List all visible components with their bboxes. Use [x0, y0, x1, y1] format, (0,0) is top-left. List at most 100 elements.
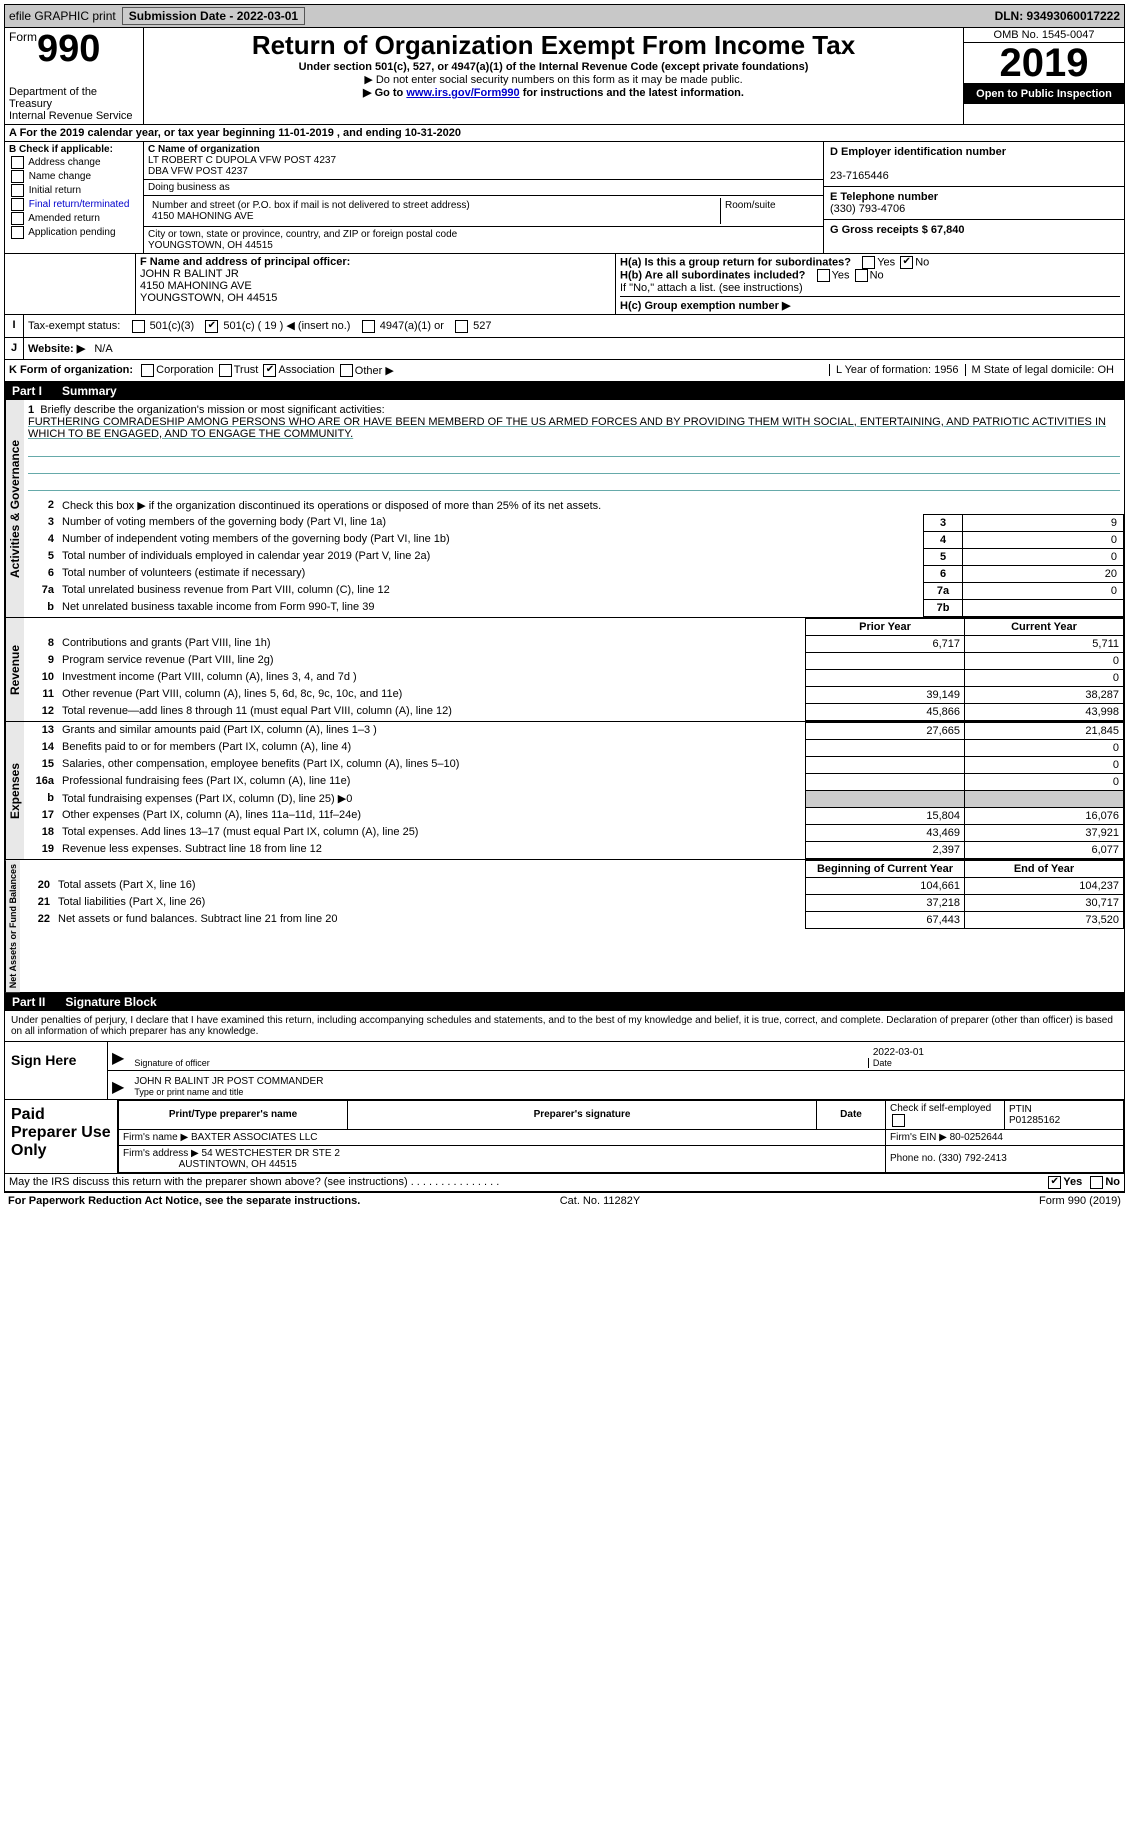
line-num: 20	[20, 877, 54, 894]
line-text: Total fundraising expenses (Part IX, col…	[58, 790, 806, 807]
goto-row: ▶ Go to www.irs.gov/Form990 for instruct…	[146, 86, 961, 99]
discuss-row: May the IRS discuss this return with the…	[5, 1173, 1124, 1191]
prior-year-val	[806, 773, 965, 790]
goto-post: for instructions and the latest informat…	[520, 87, 744, 99]
line-num: 16a	[24, 773, 58, 790]
line-num: 5	[24, 548, 58, 565]
cb-501c[interactable]	[205, 320, 218, 333]
mission-line	[28, 442, 1120, 457]
cb-name-change[interactable]: Name change	[9, 170, 139, 183]
prior-year-val: 39,149	[806, 686, 965, 703]
c-name-label: C Name of organization	[148, 144, 260, 155]
date-lbl: Date	[873, 1058, 1116, 1068]
ein-value: 23-7165446	[830, 170, 889, 182]
line-val	[963, 599, 1124, 616]
ha-yes-cb[interactable]	[862, 256, 875, 269]
discuss-text: May the IRS discuss this return with the…	[9, 1176, 408, 1189]
current-year-val	[965, 790, 1124, 807]
cb-other[interactable]	[340, 364, 353, 377]
officer-row: F Name and address of principal officer:…	[4, 254, 1125, 315]
perjury-declaration: Under penalties of perjury, I declare th…	[5, 1011, 1124, 1041]
website-value: N/A	[94, 343, 112, 355]
line-num: 22	[20, 911, 54, 928]
cb-address-change[interactable]: Address change	[9, 156, 139, 169]
org-city: YOUNGSTOWN, OH 44515	[148, 240, 273, 251]
paid-preparer-label: Paid Preparer Use Only	[5, 1100, 118, 1173]
prior-year-val	[806, 669, 965, 686]
goto-pre: ▶ Go to	[363, 87, 406, 99]
section-k: K Form of organization: Corporation Trus…	[4, 360, 1125, 382]
header-left: Form990 Department of the Treasury Inter…	[5, 28, 144, 124]
line-val: 0	[963, 531, 1124, 548]
line-num: 12	[24, 703, 58, 720]
prior-year-val	[806, 790, 965, 807]
ha-no-cb[interactable]	[900, 256, 913, 269]
gross-receipts-cell: G Gross receipts $ 67,840	[824, 220, 1124, 240]
phone-cell: E Telephone number (330) 793-4706	[824, 187, 1124, 220]
part2-num: Part II	[12, 995, 45, 1009]
e-label: E Telephone number	[830, 191, 938, 203]
current-year-val: 0	[965, 773, 1124, 790]
gov-lines-table: 3 Number of voting members of the govern…	[24, 514, 1124, 617]
balances-table: Beginning of Current Year End of Year 20…	[20, 860, 1124, 929]
cb-self-employed[interactable]	[892, 1114, 905, 1127]
hb-no-cb[interactable]	[855, 269, 868, 282]
arrow-icon: ▶	[112, 1048, 124, 1068]
cb-4947[interactable]	[362, 320, 375, 333]
current-year-val: 38,287	[965, 686, 1124, 703]
discuss-yes-cb[interactable]	[1048, 1176, 1061, 1189]
section-i: I Tax-exempt status: 501(c)(3) 501(c) ( …	[4, 315, 1125, 338]
section-j: J Website: ▶ N/A	[4, 338, 1125, 360]
cb-amended[interactable]: Amended return	[9, 212, 139, 225]
current-year-val: 43,998	[965, 703, 1124, 720]
cb-assoc[interactable]	[263, 364, 276, 377]
prior-year-val	[806, 739, 965, 756]
line-num: 15	[24, 756, 58, 773]
line-num: b	[24, 599, 58, 616]
section-c: C Name of organization LT ROBERT C DUPOL…	[144, 142, 823, 253]
cb-501c3[interactable]	[132, 320, 145, 333]
cat-no: Cat. No. 11282Y	[560, 1195, 641, 1207]
line-box: 7b	[924, 599, 963, 616]
line-val: 9	[963, 514, 1124, 531]
balances-section: Net Assets or Fund Balances Beginning of…	[4, 860, 1125, 993]
submission-date-btn[interactable]: Submission Date - 2022-03-01	[122, 7, 305, 25]
cb-trust[interactable]	[219, 364, 232, 377]
goto-link[interactable]: www.irs.gov/Form990	[406, 87, 519, 99]
end-year-val: 104,237	[965, 877, 1124, 894]
cb-application[interactable]: Application pending	[9, 226, 139, 239]
form-title: Return of Organization Exempt From Incom…	[146, 30, 961, 61]
q2-text: Check this box ▶ if the organization dis…	[58, 497, 1124, 514]
dba-label: Doing business as	[148, 182, 230, 193]
dln: DLN: 93493060017222	[995, 9, 1120, 23]
officer-sig-row: ▶ Signature of officer 2022-03-01Date	[108, 1042, 1124, 1071]
part2-header: Part II Signature Block	[4, 993, 1125, 1011]
line-box: 6	[924, 565, 963, 582]
revenue-table: Prior Year Current Year 8 Contributions …	[24, 618, 1124, 721]
phone-value: (330) 793-4706	[830, 203, 905, 215]
vert-exp: Expenses	[5, 722, 24, 859]
line-num: 9	[24, 652, 58, 669]
l-year-formation: L Year of formation: 1956	[829, 364, 965, 376]
part1-num: Part I	[12, 384, 42, 398]
cb-final[interactable]: Final return/terminated	[9, 198, 139, 211]
discuss-no-cb[interactable]	[1090, 1176, 1103, 1189]
line-num: 18	[24, 824, 58, 841]
officer-city: YOUNGSTOWN, OH 44515	[140, 292, 277, 304]
prior-year-val: 2,397	[806, 841, 965, 858]
ptin-cell: PTINP01285162	[1005, 1100, 1124, 1129]
j-label: Website: ▶	[28, 343, 85, 355]
dept-treasury: Department of the Treasury Internal Reve…	[9, 86, 139, 122]
open-to-public: Open to Public Inspection	[964, 84, 1124, 104]
i-letter: I	[5, 315, 24, 337]
prep-name-lbl: Print/Type preparer's name	[119, 1100, 348, 1129]
line-num: 3	[24, 514, 58, 531]
line-text: Professional fundraising fees (Part IX, …	[58, 773, 806, 790]
hb-yes-cb[interactable]	[817, 269, 830, 282]
current-year-val: 37,921	[965, 824, 1124, 841]
cb-initial[interactable]: Initial return	[9, 184, 139, 197]
line-text: Total assets (Part X, line 16)	[54, 877, 806, 894]
cb-527[interactable]	[455, 320, 468, 333]
cb-corp[interactable]	[141, 364, 154, 377]
sign-here-label: Sign Here	[5, 1042, 108, 1099]
